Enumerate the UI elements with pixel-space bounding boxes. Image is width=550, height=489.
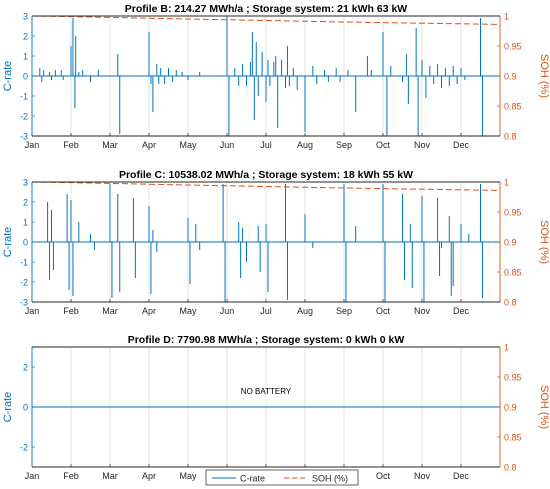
chart-panel-2: Jan Feb Mar Apr May Jun Jul Aug Sep Oct Nov Dec -3 -2…	[2, 169, 550, 316]
legend-soh-label: SOH (%)	[312, 474, 348, 484]
y-tick-label: 3	[23, 12, 28, 22]
y-axis-label: C-rate	[2, 392, 14, 423]
y2-axis-label: SOH (%)	[538, 385, 550, 429]
y2-tick-label: 0.9	[504, 238, 517, 248]
y-tick-label: 1	[23, 218, 28, 228]
chart-panel-1: Jan Feb Mar Apr May Jun Jul Aug Sep Oct Nov Dec -3 -2…	[2, 3, 550, 150]
y-tick-label: 2	[23, 363, 28, 373]
x-tick-label: Aug	[297, 306, 313, 316]
y2-axis-label: SOH (%)	[538, 54, 550, 98]
chart-title: Profile B: 214.27 MWh/a ; Storage system…	[125, 3, 408, 15]
x-tick-label: Jan	[25, 471, 40, 481]
x-tick-label: May	[179, 306, 197, 316]
x-tick-label: Feb	[63, 306, 79, 316]
y-tick-label: 3	[23, 178, 28, 188]
y-tick-label: -1	[20, 258, 28, 268]
x-tick-label: Feb	[63, 140, 79, 150]
x-tick-label: Apr	[142, 140, 156, 150]
x-tick-label: Dec	[453, 140, 470, 150]
series-c-rate	[32, 184, 500, 302]
y-axis-label: C-rate	[2, 227, 14, 258]
x-tick-label: Oct	[376, 471, 391, 481]
y-tick-label: -3	[20, 298, 28, 308]
x-tick-label: Sep	[336, 306, 352, 316]
y2-tick-label: 0.95	[504, 42, 522, 52]
chart-title: Profile C: 10538.02 MWh/a ; Storage syst…	[119, 169, 413, 181]
legend-crate-label: C-rate	[240, 474, 265, 484]
x-tick-label: Jul	[260, 140, 272, 150]
x-tick-label: Sep	[336, 140, 352, 150]
x-tick-label: Jun	[220, 140, 235, 150]
x-tick-label: Mar	[102, 471, 118, 481]
y2-tick-label: 1	[504, 12, 509, 22]
y2-tick-label: 1	[504, 343, 509, 353]
y2-tick-label: 0.8	[504, 132, 517, 142]
x-tick-label: Nov	[414, 140, 431, 150]
y-tick-label: -2	[20, 443, 28, 453]
x-tick-label: Dec	[453, 471, 470, 481]
y2-tick-label: 0.8	[504, 298, 517, 308]
y-tick-label: 0	[23, 238, 28, 248]
soh-line	[31, 181, 501, 191]
y2-tick-label: 0.9	[504, 403, 517, 413]
y2-tick-label: 0.95	[504, 208, 522, 218]
y-tick-label: 2	[23, 198, 28, 208]
x-tick-label: Dec	[453, 306, 470, 316]
y-tick-label: 1	[23, 52, 28, 62]
chart-title: Profile D: 7790.98 MWh/a ; Storage syste…	[128, 334, 405, 346]
legend-box	[205, 469, 359, 486]
y-tick-label: -2	[20, 278, 28, 288]
x-tick-label: Nov	[414, 471, 431, 481]
y2-tick-label: 0.9	[504, 72, 517, 82]
y2-tick-label: 0.85	[504, 268, 522, 278]
y-tick-label: 2	[23, 32, 28, 42]
y-axis-label: C-rate	[2, 61, 14, 92]
x-tick-label: Mar	[102, 140, 118, 150]
chart-panels: Jan Feb Mar Apr May Jun Jul Aug Sep Oct Nov Dec -3 -2…	[2, 3, 550, 481]
y2-tick-label: 0.8	[504, 463, 517, 473]
y2-tick-label: 1	[504, 178, 509, 188]
x-tick-label: May	[179, 471, 197, 481]
x-tick-label: Jun	[220, 306, 235, 316]
x-tick-label: Apr	[142, 471, 156, 481]
soh-line	[31, 15, 501, 25]
x-tick-label: Oct	[376, 306, 391, 316]
x-tick-label: Jan	[25, 306, 40, 316]
y2-axis-label: SOH (%)	[538, 220, 550, 264]
x-tick-label: Mar	[102, 306, 118, 316]
x-tick-label: Jul	[260, 306, 272, 316]
y-tick-label: 0	[23, 403, 28, 413]
x-tick-label: Apr	[142, 306, 156, 316]
x-tick-label: Aug	[297, 140, 313, 150]
x-tick-label: Feb	[63, 471, 79, 481]
y2-tick-label: 0.85	[504, 102, 522, 112]
y2-tick-label: 0.95	[504, 373, 522, 383]
no-battery-annotation: NO BATTERY	[241, 387, 292, 396]
x-tick-label: May	[179, 140, 197, 150]
y-tick-label: -3	[20, 132, 28, 142]
y-tick-label: 0	[23, 72, 28, 82]
x-tick-label: Jan	[25, 140, 40, 150]
chart-panel-3: JanFebMarAprMayJunJulAugSepOctNovDec-202…	[2, 334, 550, 481]
y-tick-label: -2	[20, 112, 28, 122]
legend: C-rate SOH (%)	[205, 469, 359, 486]
x-tick-label: Oct	[376, 140, 391, 150]
series-c-rate	[32, 16, 500, 136]
x-tick-label: Nov	[414, 306, 431, 316]
y2-tick-label: 0.85	[504, 433, 522, 443]
y-tick-label: -1	[20, 92, 28, 102]
